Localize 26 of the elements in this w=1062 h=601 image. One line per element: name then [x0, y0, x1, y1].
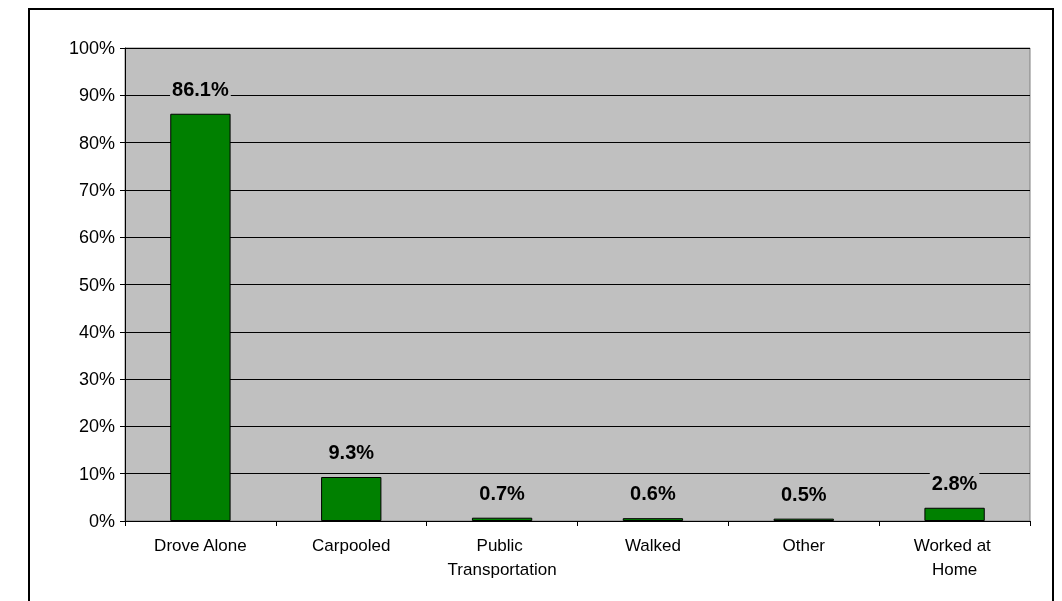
y-tick-label: 20% — [78, 416, 115, 437]
x-tick-label: Walked — [624, 535, 681, 555]
y-tick-label: 60% — [78, 227, 115, 248]
y-tick-label: 70% — [78, 179, 115, 200]
y-tick-label: 80% — [78, 132, 115, 153]
bar — [924, 507, 985, 521]
data-label: 0.6% — [630, 482, 676, 505]
data-label: 86.1% — [172, 77, 229, 100]
bar — [321, 477, 382, 521]
y-tick-label: 0% — [88, 511, 115, 531]
y-tick-label: 10% — [78, 463, 115, 484]
y-tick-label: 40% — [78, 321, 115, 342]
x-tick-label: Worked at Home — [913, 535, 996, 579]
x-tick-label: Other — [782, 535, 826, 555]
x-tick-label: Public Transportation — [447, 535, 557, 579]
y-tick-label: 50% — [78, 274, 115, 295]
y-tick-label: 30% — [78, 369, 115, 390]
data-label: 9.3% — [328, 441, 375, 464]
x-tick-label: Drove Alone — [154, 535, 247, 555]
bar — [471, 517, 533, 521]
data-label: 2.8% — [931, 471, 978, 494]
data-label: 0.7% — [479, 481, 526, 504]
data-label: 0.5% — [780, 482, 827, 505]
y-tick-label: 90% — [78, 85, 115, 106]
y-tick-label: 100% — [68, 38, 115, 58]
x-tick-label: Carpooled — [312, 535, 391, 555]
